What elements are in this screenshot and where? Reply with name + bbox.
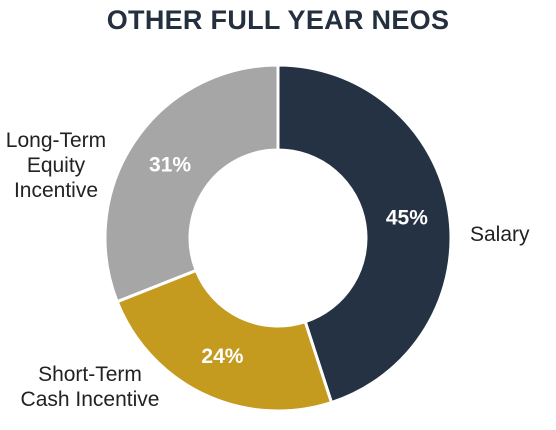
label-short-term-line1: Short-Term xyxy=(38,363,142,386)
label-short-term-line2: Cash Incentive xyxy=(20,388,160,411)
slice-long-term-equity-incentive xyxy=(103,63,280,304)
label-long-term-line2: Equity xyxy=(26,154,86,177)
slice-salary xyxy=(276,63,453,405)
label-long-term-equity-incentive: Long-Term Equity Incentive xyxy=(0,128,112,203)
slice-short-term-cash-incentive xyxy=(115,268,334,413)
label-salary: Salary xyxy=(470,222,530,247)
label-short-term-cash-incentive: Short-Term Cash Incentive xyxy=(10,362,170,412)
label-long-term-line1: Long-Term xyxy=(5,129,107,152)
data-label-short-term-cash-incentive: 24% xyxy=(201,345,243,368)
label-salary-text: Salary xyxy=(470,223,530,246)
chart-title: OTHER FULL YEAR NEOS xyxy=(106,5,450,35)
data-label-long-term-equity-incentive: 31% xyxy=(149,154,191,177)
data-label-salary: 45% xyxy=(386,207,428,230)
label-long-term-line3: Incentive xyxy=(13,179,99,202)
